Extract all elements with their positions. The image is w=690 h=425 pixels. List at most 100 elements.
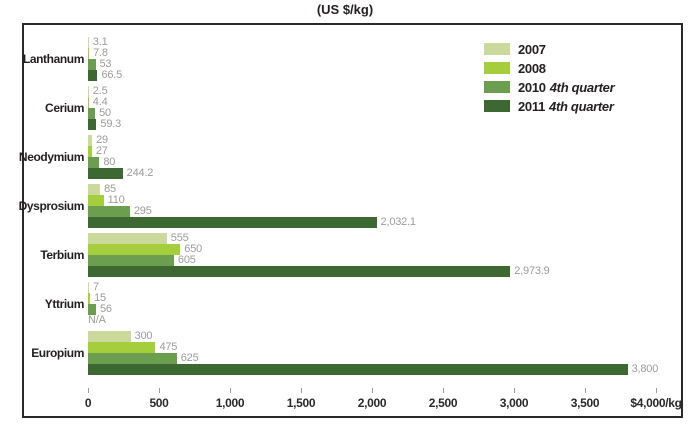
bar-row: 295 xyxy=(88,206,681,217)
bar-2007-yttrium xyxy=(88,282,89,293)
legend-label-2007: 2007 xyxy=(518,41,546,57)
value-label: 4.4 xyxy=(92,96,108,108)
legend-swatch-2010 xyxy=(484,81,510,93)
value-label: 7.8 xyxy=(93,47,108,59)
bar-row: 29 xyxy=(88,135,681,146)
bar-row: 59.3 xyxy=(88,119,681,130)
x-axis-tick xyxy=(514,388,515,393)
legend-label-2008: 2008 xyxy=(518,60,546,76)
value-label: 85 xyxy=(104,183,116,195)
value-label: 15 xyxy=(94,292,106,304)
value-label: 3.1 xyxy=(92,36,108,48)
bar-row: 555 xyxy=(88,233,681,244)
bar-2007-cerium xyxy=(88,86,89,97)
category-label: Yttrium xyxy=(44,297,85,311)
x-axis-tick-label: 3,500 xyxy=(570,396,600,410)
value-label: 80 xyxy=(103,156,116,168)
x-axis-tick-label: 2,500 xyxy=(428,396,458,410)
chart-plot-box: Lanthanum 3.1 7.8 53 66.5 Cerium 2.5 4.4 50 59.3 N… xyxy=(18,23,683,418)
category-bars: 85 110 295 2,032.1 xyxy=(88,184,681,228)
category-bars: 29 27 80 244.2 xyxy=(88,135,681,179)
bar-row: 650 xyxy=(88,244,681,255)
bar-row: 3.1 xyxy=(88,37,681,48)
bar-row: 15 xyxy=(88,293,681,304)
bar-2008-terbium xyxy=(88,244,181,255)
category-group-yttrium: Yttrium 7 15 56 N/A xyxy=(24,282,681,326)
value-label: 605 xyxy=(177,254,196,266)
bar-2008-europium xyxy=(88,342,156,353)
value-label: 7 xyxy=(92,281,99,293)
bar-2007-dysprosium xyxy=(88,184,101,195)
legend-qualifier: 4th quarter xyxy=(549,98,614,114)
category-bars: 7 15 56 N/A xyxy=(88,282,681,326)
value-label: 3,800 xyxy=(631,363,659,375)
x-axis-tick xyxy=(656,388,657,393)
bar-row: 2,973.9 xyxy=(88,266,681,277)
x-axis-tick-label: 2,000 xyxy=(357,396,387,410)
x-axis-tick-label: 1,500 xyxy=(286,396,316,410)
bar-row: 625 xyxy=(88,353,681,364)
bar-row: 56 xyxy=(88,304,681,315)
category-label: Cerium xyxy=(45,101,84,115)
category-label: Dysprosium xyxy=(18,199,85,213)
category-label: Europium xyxy=(31,346,84,360)
value-label: 244.2 xyxy=(126,167,154,179)
legend-swatch-2008 xyxy=(484,62,510,74)
value-label: 2,973.9 xyxy=(514,265,550,277)
value-label: 29 xyxy=(96,134,108,146)
legend-item-2011: 2011 4th quarter xyxy=(484,98,614,114)
category-group-neodymium: Neodymium 29 27 80 244.2 xyxy=(19,135,681,179)
category-bars: 3.1 7.8 53 66.5 xyxy=(88,37,681,81)
legend-label-2011: 2011 4th quarter xyxy=(518,98,614,114)
bar-2011-terbium xyxy=(88,266,511,277)
x-axis-tick xyxy=(301,388,302,393)
bar-row: 3,800 xyxy=(88,364,681,375)
bar-2007-terbium xyxy=(88,233,167,244)
category-group-dysprosium: Dysprosium 85 110 295 2,032.1 xyxy=(18,184,681,228)
x-axis-tick xyxy=(159,388,160,393)
value-label: 555 xyxy=(170,232,189,244)
bar-2007-neodymium xyxy=(88,135,93,146)
category-bars: 300 475 625 3,800 xyxy=(88,331,681,375)
bar-2010-cerium xyxy=(88,108,96,119)
bar-row: 605 xyxy=(88,255,681,266)
value-label: 295 xyxy=(133,205,152,217)
bar-2010-lanthanum xyxy=(88,59,96,70)
value-label: 59.3 xyxy=(100,118,122,130)
bar-row: 7 xyxy=(88,282,681,293)
legend-swatch-2011 xyxy=(484,100,510,112)
bar-2010-yttrium xyxy=(88,304,96,315)
bar-row: 300 xyxy=(88,331,681,342)
value-label: 650 xyxy=(184,243,203,255)
bar-2010-europium xyxy=(88,353,177,364)
bar-2007-lanthanum xyxy=(88,37,89,48)
bar-2008-yttrium xyxy=(88,293,91,304)
bar-2008-neodymium xyxy=(88,146,92,157)
x-axis-tick-label: 1,000 xyxy=(215,396,245,410)
category-bars: 555 650 605 2,973.9 xyxy=(88,233,681,277)
bar-row: 2,032.1 xyxy=(88,217,681,228)
bar-2011-cerium xyxy=(88,119,97,130)
bar-row: 50 xyxy=(88,108,681,119)
value-label: 2.5 xyxy=(92,85,108,97)
value-label: 50 xyxy=(99,107,111,119)
value-label: 27 xyxy=(95,145,108,157)
category-group-lanthanum: Lanthanum 3.1 7.8 53 66.5 xyxy=(23,37,681,81)
legend-item-2010: 2010 4th quarter xyxy=(484,80,615,95)
chart-legend: 2007 2008 2010 4th quarter 2011 4th quarter xyxy=(484,41,615,119)
bar-2011-dysprosium xyxy=(88,217,377,228)
bar-row: 66.5 xyxy=(88,70,681,81)
bar-row: 80 xyxy=(88,157,681,168)
bar-row: 4.4 xyxy=(88,97,681,108)
bar-2010-dysprosium xyxy=(88,206,130,217)
x-axis-tick-label: $4,000/kg xyxy=(630,396,682,410)
chart-title: (US $/kg) xyxy=(316,2,374,17)
category-label: Terbium xyxy=(40,248,84,262)
bar-row: 110 xyxy=(88,195,681,206)
bar-2011-europium xyxy=(88,364,628,375)
legend-item-2007: 2007 xyxy=(484,41,614,57)
value-label: 56 xyxy=(99,303,112,315)
x-axis-tick xyxy=(585,388,586,393)
bar-2007-europium xyxy=(88,331,131,342)
bar-2008-cerium xyxy=(88,97,89,108)
